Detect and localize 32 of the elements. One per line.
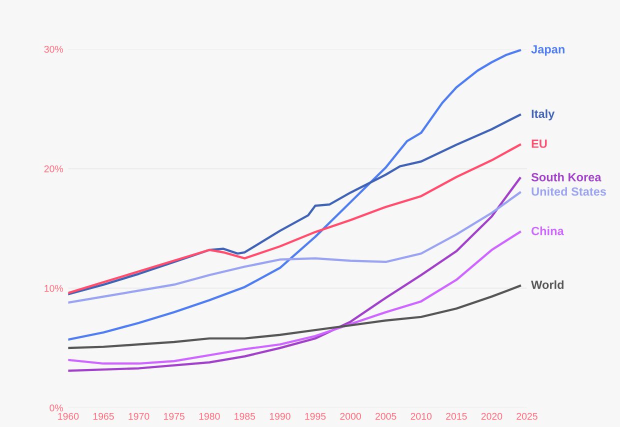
line-series [68, 230, 522, 365]
x-tick-label: 1965 [93, 412, 114, 420]
series-label: United States [532, 187, 606, 196]
y-tick-label: 0% [50, 404, 63, 412]
y-tick-label: 20% [44, 165, 63, 172]
line-series [68, 144, 522, 294]
x-tick-label: 1990 [270, 412, 290, 420]
x-tick-label: 1985 [234, 412, 256, 420]
line-series [68, 191, 522, 304]
x-tick-label: 1980 [199, 412, 220, 420]
x-tick-label: 1970 [128, 412, 150, 420]
x-tick-label: 2025 [516, 412, 538, 420]
y-tick-label: 10% [44, 284, 63, 292]
x-tick-label: 2005 [376, 412, 396, 420]
series-label: China [532, 226, 564, 236]
series-label: World [531, 280, 564, 290]
x-tick-label: 2020 [481, 412, 502, 420]
x-tick-label: 2000 [340, 412, 361, 420]
series-label: South Korea [531, 172, 602, 182]
line-series [68, 49, 522, 341]
series-label: Italy [532, 109, 555, 120]
x-tick-label: 1960 [58, 412, 79, 420]
x-tick-label: 2015 [446, 412, 467, 420]
x-tick-label: 2010 [410, 412, 432, 420]
line-series [68, 284, 522, 350]
series-label: Japan [531, 45, 564, 56]
series-label: EU [532, 140, 547, 148]
line-series [68, 114, 522, 296]
y-tick-label: 30% [44, 46, 63, 53]
line-series [68, 177, 522, 372]
x-tick-label: 1975 [164, 412, 184, 420]
x-tick-label: 1995 [305, 412, 326, 420]
